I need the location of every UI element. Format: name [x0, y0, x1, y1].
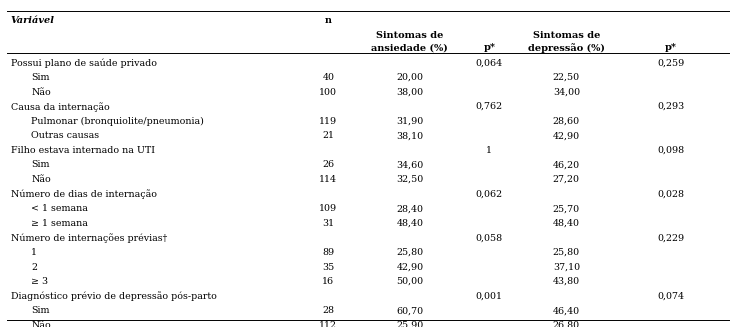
Text: Número de dias de internação: Número de dias de internação [11, 190, 157, 199]
Text: p*: p* [665, 43, 677, 52]
Text: 89: 89 [322, 248, 334, 257]
Text: 0,058: 0,058 [475, 233, 503, 242]
Text: 1: 1 [486, 146, 492, 155]
Text: Possui plano de saúde privado: Possui plano de saúde privado [11, 59, 157, 68]
Text: Sintomas de: Sintomas de [533, 30, 600, 40]
Text: 26,80: 26,80 [553, 321, 580, 327]
Text: 42,90: 42,90 [553, 131, 580, 140]
Text: 28: 28 [322, 306, 334, 315]
Text: 43,80: 43,80 [553, 277, 580, 286]
Text: Sim: Sim [31, 73, 49, 82]
Text: 2: 2 [31, 263, 37, 271]
Text: 32,50: 32,50 [396, 175, 423, 184]
Text: 31,90: 31,90 [396, 117, 423, 126]
Text: 46,40: 46,40 [553, 306, 580, 315]
Text: 21: 21 [322, 131, 334, 140]
Text: 25,80: 25,80 [553, 248, 580, 257]
Text: 0,064: 0,064 [475, 59, 503, 67]
Text: 25,70: 25,70 [553, 204, 580, 213]
Text: 48,40: 48,40 [553, 219, 580, 228]
Text: 48,40: 48,40 [396, 219, 423, 228]
Text: 46,20: 46,20 [553, 161, 580, 169]
Text: 114: 114 [319, 175, 337, 184]
Text: 100: 100 [319, 88, 337, 96]
Text: 109: 109 [319, 204, 337, 213]
Text: depressão (%): depressão (%) [528, 43, 605, 53]
Text: 1: 1 [31, 248, 37, 257]
Text: 35: 35 [322, 263, 334, 271]
Text: 31: 31 [322, 219, 334, 228]
Text: ≥ 1 semana: ≥ 1 semana [31, 219, 88, 228]
Text: 38,00: 38,00 [396, 88, 423, 96]
Text: 119: 119 [319, 117, 337, 126]
Text: Não: Não [31, 321, 51, 327]
Text: ≥ 3: ≥ 3 [31, 277, 49, 286]
Text: 25,80: 25,80 [396, 248, 423, 257]
Text: 0,062: 0,062 [475, 190, 503, 198]
Text: 38,10: 38,10 [396, 131, 423, 140]
Text: Filho estava internado na UTI: Filho estava internado na UTI [11, 146, 155, 155]
Text: 0,293: 0,293 [657, 102, 684, 111]
Text: Não: Não [31, 175, 51, 184]
Text: Sintomas de: Sintomas de [376, 30, 444, 40]
Text: Diagnóstico prévio de depressão pós-parto: Diagnóstico prévio de depressão pós-part… [11, 292, 217, 301]
Text: Não: Não [31, 88, 51, 96]
Text: 27,20: 27,20 [553, 175, 580, 184]
Text: Sim: Sim [31, 161, 49, 169]
Text: 37,10: 37,10 [553, 263, 580, 271]
Text: 0,028: 0,028 [657, 190, 684, 198]
Text: n: n [325, 16, 332, 25]
Text: 0,001: 0,001 [475, 292, 503, 301]
Text: 34,00: 34,00 [553, 88, 580, 96]
Text: Sim: Sim [31, 306, 49, 315]
Text: p*: p* [484, 43, 495, 52]
Text: 28,40: 28,40 [396, 204, 423, 213]
Text: 42,90: 42,90 [396, 263, 423, 271]
Text: 26: 26 [322, 161, 334, 169]
Text: 0,074: 0,074 [657, 292, 684, 301]
Text: < 1 semana: < 1 semana [31, 204, 88, 213]
Text: ansiedade (%): ansiedade (%) [372, 43, 448, 52]
Text: 40: 40 [322, 73, 334, 82]
Text: 112: 112 [319, 321, 337, 327]
Text: Pulmonar (bronquiolite/pneumonia): Pulmonar (bronquiolite/pneumonia) [31, 117, 204, 126]
Text: Causa da internação: Causa da internação [11, 102, 110, 112]
Text: 22,50: 22,50 [553, 73, 580, 82]
Text: Outras causas: Outras causas [31, 131, 99, 140]
Text: Número de internações prévias†: Número de internações prévias† [11, 233, 167, 243]
Text: 0,259: 0,259 [657, 59, 684, 67]
Text: 0,762: 0,762 [475, 102, 503, 111]
Text: 25,90: 25,90 [396, 321, 423, 327]
Text: 0,098: 0,098 [657, 146, 684, 155]
Text: 50,00: 50,00 [396, 277, 423, 286]
Text: Variável: Variável [11, 16, 55, 25]
Text: 16: 16 [322, 277, 334, 286]
Text: 60,70: 60,70 [396, 306, 423, 315]
Text: 34,60: 34,60 [396, 161, 423, 169]
Text: 28,60: 28,60 [553, 117, 580, 126]
Text: 0,229: 0,229 [657, 233, 684, 242]
Text: 20,00: 20,00 [396, 73, 423, 82]
